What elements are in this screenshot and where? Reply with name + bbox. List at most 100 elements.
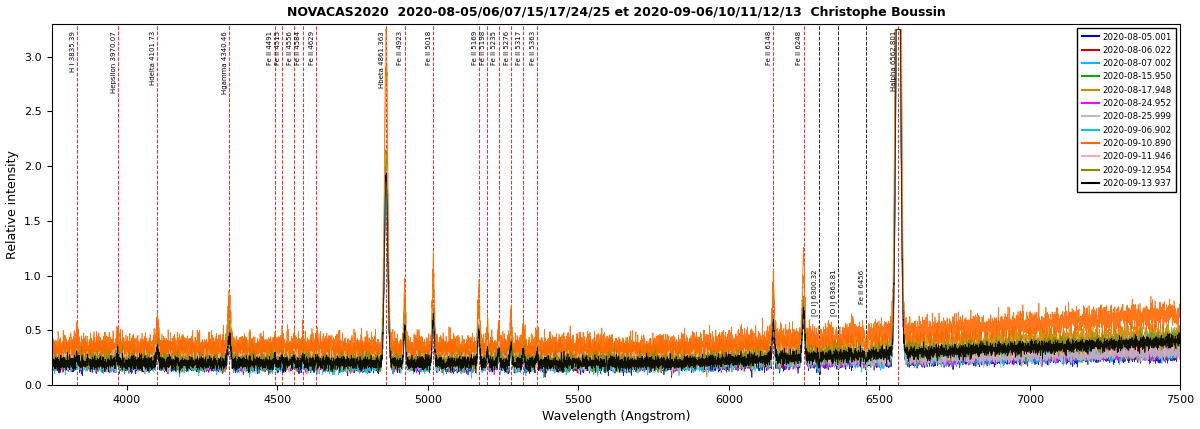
2020-09-13.937 bbox=[751, 365, 766, 370]
2020-08-17.948 bbox=[734, 338, 749, 344]
2020-09-13.937 bbox=[538, 375, 552, 380]
2020-09-06.902 bbox=[889, 27, 904, 32]
2020-08-07.002 bbox=[44, 362, 59, 367]
2020-08-06.022 bbox=[347, 351, 361, 356]
2020-09-06.902 bbox=[44, 361, 59, 366]
2020-08-06.022 bbox=[751, 356, 766, 362]
2020-08-24.952 bbox=[44, 360, 59, 366]
2020-08-24.952 bbox=[751, 357, 766, 363]
2020-09-12.954 bbox=[469, 371, 484, 376]
2020-08-07.002 bbox=[734, 361, 749, 366]
2020-09-10.890 bbox=[736, 345, 750, 350]
2020-09-06.902 bbox=[1154, 335, 1169, 340]
Line: 2020-08-25.999: 2020-08-25.999 bbox=[52, 29, 1181, 373]
2020-08-05.001 bbox=[734, 364, 749, 369]
2020-09-11.946 bbox=[665, 373, 679, 378]
Text: Halpha 6562.801: Halpha 6562.801 bbox=[892, 31, 898, 91]
2020-09-06.902 bbox=[346, 363, 360, 368]
Text: Fe II 5235: Fe II 5235 bbox=[491, 31, 497, 65]
Line: 2020-08-17.948: 2020-08-17.948 bbox=[52, 29, 1181, 377]
Line: 2020-09-11.946: 2020-09-11.946 bbox=[52, 29, 1181, 375]
Line: 2020-09-13.937: 2020-09-13.937 bbox=[52, 29, 1181, 377]
2020-08-15.950 bbox=[734, 355, 749, 360]
2020-08-05.001 bbox=[664, 375, 678, 380]
2020-08-06.022 bbox=[44, 359, 59, 364]
Text: Fe II 4629: Fe II 4629 bbox=[308, 31, 314, 65]
2020-08-06.022 bbox=[109, 352, 124, 357]
Text: Fe II 4556: Fe II 4556 bbox=[287, 31, 293, 65]
2020-08-25.999 bbox=[1154, 347, 1169, 352]
2020-09-12.954 bbox=[936, 347, 950, 353]
2020-08-07.002 bbox=[346, 362, 360, 367]
2020-08-15.950 bbox=[118, 372, 132, 377]
2020-09-06.902 bbox=[109, 356, 124, 361]
2020-09-10.890 bbox=[378, 27, 392, 32]
2020-08-24.952 bbox=[109, 363, 124, 368]
Text: Fe II 6148: Fe II 6148 bbox=[767, 31, 773, 65]
2020-09-13.937 bbox=[889, 27, 904, 32]
2020-08-17.948 bbox=[1174, 347, 1188, 352]
Text: Fe II 5018: Fe II 5018 bbox=[426, 31, 432, 65]
2020-08-05.001 bbox=[346, 361, 360, 366]
Line: 2020-09-12.954: 2020-09-12.954 bbox=[52, 29, 1181, 373]
Text: Hbeta 4861.363: Hbeta 4861.363 bbox=[379, 31, 385, 88]
2020-08-17.948 bbox=[44, 344, 59, 350]
2020-08-07.002 bbox=[109, 358, 124, 363]
Text: Fe II 5317: Fe II 5317 bbox=[516, 31, 522, 65]
2020-08-25.999 bbox=[346, 361, 360, 366]
2020-08-05.001 bbox=[936, 356, 950, 361]
2020-08-17.948 bbox=[700, 375, 714, 380]
2020-08-25.999 bbox=[613, 370, 628, 375]
2020-08-07.002 bbox=[1154, 361, 1169, 366]
2020-08-05.001 bbox=[889, 27, 904, 32]
2020-08-24.952 bbox=[734, 354, 749, 360]
2020-09-06.902 bbox=[734, 363, 749, 369]
2020-09-13.937 bbox=[1174, 337, 1188, 342]
Line: 2020-08-07.002: 2020-08-07.002 bbox=[52, 29, 1181, 378]
2020-09-10.890 bbox=[109, 344, 124, 350]
2020-09-13.937 bbox=[109, 355, 124, 360]
2020-08-25.999 bbox=[734, 366, 749, 371]
2020-08-15.950 bbox=[936, 353, 950, 358]
2020-08-17.948 bbox=[346, 353, 360, 359]
2020-08-06.022 bbox=[889, 27, 904, 32]
2020-09-13.937 bbox=[346, 359, 360, 364]
2020-09-06.902 bbox=[936, 350, 950, 356]
2020-08-25.999 bbox=[109, 357, 124, 362]
2020-09-11.946 bbox=[109, 354, 124, 359]
2020-09-12.954 bbox=[346, 360, 360, 365]
2020-09-13.937 bbox=[44, 366, 59, 371]
2020-08-06.022 bbox=[262, 372, 276, 377]
Text: [O I] 6300.32: [O I] 6300.32 bbox=[811, 269, 818, 316]
Text: [O I] 6363.81: [O I] 6363.81 bbox=[830, 269, 838, 316]
2020-09-11.946 bbox=[751, 355, 766, 360]
Text: Hdelta 4101.73: Hdelta 4101.73 bbox=[150, 31, 156, 85]
2020-08-07.002 bbox=[936, 355, 950, 360]
Line: 2020-08-06.022: 2020-08-06.022 bbox=[52, 29, 1181, 375]
Text: H I 3835.39: H I 3835.39 bbox=[70, 31, 76, 72]
Text: Fe II 4491: Fe II 4491 bbox=[268, 31, 274, 65]
2020-08-05.001 bbox=[1154, 350, 1169, 355]
2020-08-15.950 bbox=[347, 365, 361, 370]
2020-09-12.954 bbox=[1174, 330, 1188, 335]
2020-08-15.950 bbox=[889, 27, 904, 32]
2020-08-05.001 bbox=[751, 362, 766, 367]
2020-08-24.952 bbox=[889, 27, 904, 32]
2020-08-06.022 bbox=[1174, 352, 1188, 357]
2020-09-06.902 bbox=[751, 353, 766, 358]
2020-08-15.950 bbox=[1154, 353, 1169, 358]
Line: 2020-08-24.952: 2020-08-24.952 bbox=[52, 29, 1181, 375]
2020-08-06.022 bbox=[936, 355, 950, 360]
2020-08-05.001 bbox=[109, 363, 124, 368]
Text: Fe II 4923: Fe II 4923 bbox=[397, 31, 403, 65]
2020-08-17.948 bbox=[1154, 335, 1169, 340]
2020-08-24.952 bbox=[346, 356, 360, 362]
2020-08-15.950 bbox=[109, 352, 124, 357]
2020-09-11.946 bbox=[936, 344, 950, 349]
2020-08-17.948 bbox=[109, 342, 124, 347]
2020-08-25.999 bbox=[44, 364, 59, 369]
Text: Hgamma 4340.46: Hgamma 4340.46 bbox=[222, 31, 228, 94]
2020-09-11.946 bbox=[1154, 341, 1169, 346]
2020-09-12.954 bbox=[109, 350, 124, 355]
2020-08-05.001 bbox=[44, 363, 59, 368]
